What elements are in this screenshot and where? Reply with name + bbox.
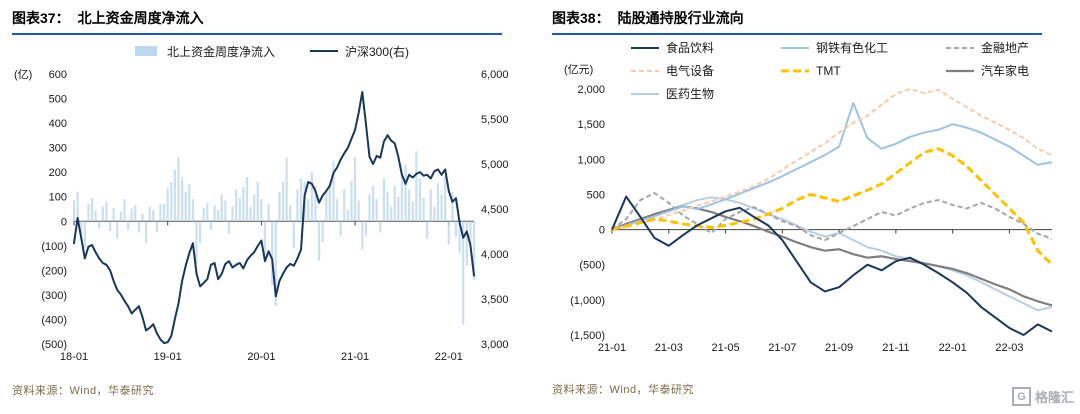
legend-item-csi300: 沪深300(右) — [309, 43, 409, 60]
legend-label: 金融地产 — [981, 41, 1030, 55]
fig38-chart: 2,000 1,500 1,000 500 0 (500) (1,000) (1,500) (亿… — [564, 63, 1054, 354]
legend-label: TMT — [816, 63, 841, 78]
legend-item-auto-appliance: 汽车家电 — [945, 62, 1065, 79]
fig37-title: 图表37： 北上资金周度净流入 — [12, 8, 502, 35]
svg-text:21-11: 21-11 — [882, 342, 909, 354]
svg-text:600: 600 — [49, 69, 67, 81]
svg-text:22-03: 22-03 — [995, 342, 1023, 354]
gelonghui-text: 格隆汇 — [1034, 390, 1074, 405]
svg-text:(500): (500) — [41, 339, 67, 351]
fig37-chart: 600 500 400 300 200 100 0 (100) (200) (300) (400) (… — [14, 68, 509, 363]
legend-item-northbound: 北上资金周度净流入 — [131, 43, 275, 60]
svg-text:6,000: 6,000 — [481, 69, 509, 81]
fig37-title-prefix: 图表37： — [12, 10, 70, 26]
bar-swatch-icon — [131, 45, 161, 57]
legend-item-financial-realestate: 金融地产 — [945, 39, 1065, 56]
fig37-legend: 北上资金周度净流入 沪深300(右) — [12, 42, 528, 60]
gelonghui-logo-icon: G — [1011, 387, 1031, 406]
svg-text:18-01: 18-01 — [60, 351, 88, 363]
legend-label: 医药生物 — [666, 87, 715, 101]
fig38-title-text: 陆股通持股行业流向 — [617, 10, 744, 26]
svg-text:3,500: 3,500 — [481, 294, 509, 306]
svg-text:400: 400 — [49, 118, 67, 130]
svg-text:0: 0 — [61, 216, 67, 228]
svg-text:22-01: 22-01 — [435, 351, 463, 363]
svg-text:(亿元): (亿元) — [564, 63, 593, 76]
gelonghui-watermark: G 格隆汇 — [1011, 387, 1074, 406]
fig37-panel: 图表37： 北上资金周度净流入 北上资金周度净流入 沪深300(右) 600 50… — [12, 8, 528, 397]
line-swatch-icon — [630, 65, 660, 77]
fig37-title-text: 北上资金周度净流入 — [77, 10, 204, 26]
legend-item-electrical-equipment: 电气设备 — [630, 62, 780, 79]
svg-text:(300): (300) — [41, 290, 67, 302]
legend-item-steel-metals-chem: 钢铁有色化工 — [780, 39, 945, 56]
svg-text:5,000: 5,000 — [481, 159, 509, 171]
svg-text:19-01: 19-01 — [154, 351, 182, 363]
svg-text:22-01: 22-01 — [939, 342, 967, 354]
svg-text:21-01: 21-01 — [341, 351, 369, 363]
svg-text:3,000: 3,000 — [481, 339, 509, 351]
line-swatch-icon — [945, 42, 975, 54]
line-swatch-icon — [630, 42, 660, 54]
svg-text:21-03: 21-03 — [655, 342, 683, 354]
fig38-source: 资料来源：Wind，华泰研究 — [552, 384, 695, 396]
svg-text:4,500: 4,500 — [481, 204, 509, 216]
svg-text:21-07: 21-07 — [768, 342, 796, 354]
svg-text:21-01: 21-01 — [598, 342, 626, 354]
fig38-legend: 食品饮料 钢铁有色化工 金融地产 电气设备 TMT — [630, 39, 1065, 102]
svg-text:2,000: 2,000 — [577, 84, 605, 96]
svg-text:21-09: 21-09 — [825, 342, 853, 354]
svg-text:0: 0 — [599, 225, 605, 237]
line-swatch-icon — [780, 65, 810, 77]
line-swatch-icon — [780, 42, 810, 54]
legend-label: 钢铁有色化工 — [816, 41, 889, 55]
line-swatch-icon — [309, 45, 339, 57]
legend-label: 汽车家电 — [981, 64, 1030, 78]
svg-text:(400): (400) — [41, 314, 67, 326]
line-swatch-icon — [630, 88, 660, 100]
svg-text:200: 200 — [49, 167, 67, 179]
fig38-chart-area: 食品饮料 钢铁有色化工 金融地产 电气设备 TMT — [552, 37, 1068, 378]
fig38-title: 图表38： 陆股通持股行业流向 — [552, 8, 1042, 35]
legend-label: 食品饮料 — [666, 41, 715, 55]
svg-text:(200): (200) — [41, 265, 67, 277]
svg-text:500: 500 — [587, 189, 605, 201]
legend-label: 电气设备 — [666, 64, 715, 78]
legend-item-pharma-bio: 医药生物 — [630, 85, 780, 102]
svg-text:(100): (100) — [41, 241, 67, 253]
svg-text:21-05: 21-05 — [711, 342, 739, 354]
fig38-panel: 图表38： 陆股通持股行业流向 食品饮料 钢铁有色化工 金融地产 — [540, 0, 1080, 414]
legend-item-food-beverage: 食品饮料 — [630, 39, 780, 56]
svg-text:(500): (500) — [579, 260, 605, 272]
svg-text:4,000: 4,000 — [481, 249, 509, 261]
svg-text:(亿): (亿) — [14, 68, 32, 81]
fig38-title-prefix: 图表38： — [552, 10, 610, 26]
svg-text:20-01: 20-01 — [247, 351, 275, 363]
legend-item-tmt: TMT — [780, 62, 945, 79]
legend-label: 沪深300(右) — [345, 44, 410, 59]
legend-label: 北上资金周度净流入 — [166, 44, 275, 59]
svg-text:1,500: 1,500 — [577, 119, 605, 131]
svg-text:5,500: 5,500 — [481, 114, 509, 126]
svg-text:(1,500): (1,500) — [570, 330, 605, 342]
fig37-source: 资料来源：Wind，华泰研究 — [12, 385, 155, 397]
svg-text:300: 300 — [49, 143, 67, 155]
svg-text:100: 100 — [49, 192, 67, 204]
svg-text:(1,000): (1,000) — [570, 295, 605, 307]
line-swatch-icon — [945, 65, 975, 77]
svg-text:500: 500 — [49, 94, 67, 106]
svg-text:1,000: 1,000 — [577, 154, 605, 166]
